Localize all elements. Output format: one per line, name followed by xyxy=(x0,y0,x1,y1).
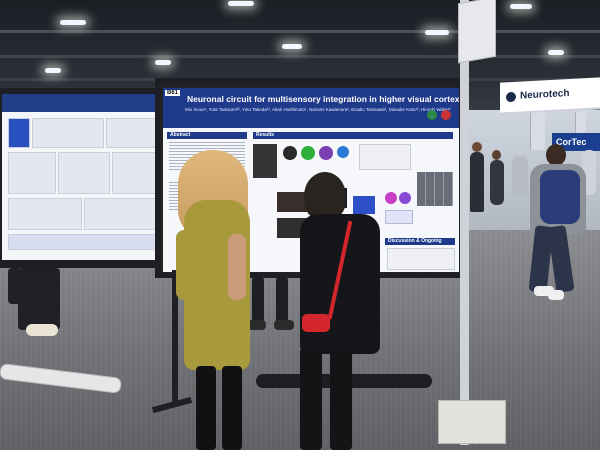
ceiling-light xyxy=(45,68,61,73)
result-figure xyxy=(337,146,349,158)
results-section-header: Results xyxy=(253,132,453,139)
ceiling-light xyxy=(155,60,171,65)
discussion-figure xyxy=(387,248,455,270)
result-figure xyxy=(301,146,315,160)
result-figure xyxy=(253,144,277,178)
institute-logo-icon xyxy=(427,110,437,120)
ceiling-light xyxy=(425,30,449,35)
ceiling-light xyxy=(510,4,532,9)
university-logo-icon xyxy=(441,110,451,120)
result-figure xyxy=(399,192,411,204)
poster-stand-pole xyxy=(460,0,469,445)
neurotech-banner-label: Neurotech xyxy=(520,87,570,102)
poster-title: Neuronal circuit for multisensory integr… xyxy=(187,94,460,104)
result-figure xyxy=(283,146,297,160)
ceiling-light xyxy=(548,50,564,55)
result-figure xyxy=(353,196,375,214)
background-pillar xyxy=(530,110,545,150)
neurotech-logo-icon xyxy=(506,91,516,103)
result-figure xyxy=(277,192,311,212)
ceiling-truss xyxy=(0,55,600,58)
abstract-section-header: Abstract xyxy=(167,132,247,139)
ceiling-truss xyxy=(0,30,600,33)
background-pillar xyxy=(575,112,586,147)
poster-stand-bracket xyxy=(458,0,496,64)
result-figure xyxy=(319,146,333,160)
backpack-icon xyxy=(540,170,580,224)
poster-board-number: B61 xyxy=(165,90,181,96)
neurotech-banner: Neurotech xyxy=(500,77,600,115)
poster-authors: Mio Inoue¹, Yuta Tanisumi¹², Yuto Takeda… xyxy=(185,107,451,112)
ceiling-light xyxy=(282,44,302,49)
result-figure xyxy=(385,192,397,204)
red-bag-icon xyxy=(302,314,330,332)
poster-stand-base xyxy=(438,400,506,444)
ceiling-light xyxy=(228,1,254,6)
left-poster-header xyxy=(2,94,164,112)
result-figure xyxy=(359,144,411,170)
discussion-section-header: Discussion & Ongoing projects xyxy=(385,238,455,251)
ceiling-light xyxy=(60,20,86,25)
result-figure xyxy=(417,172,453,206)
result-figure xyxy=(385,210,413,224)
board-leg xyxy=(172,270,178,405)
left-poster xyxy=(0,92,166,262)
hair xyxy=(304,172,346,220)
cortec-banner: CorTec xyxy=(552,133,600,151)
poster-header xyxy=(163,88,459,128)
